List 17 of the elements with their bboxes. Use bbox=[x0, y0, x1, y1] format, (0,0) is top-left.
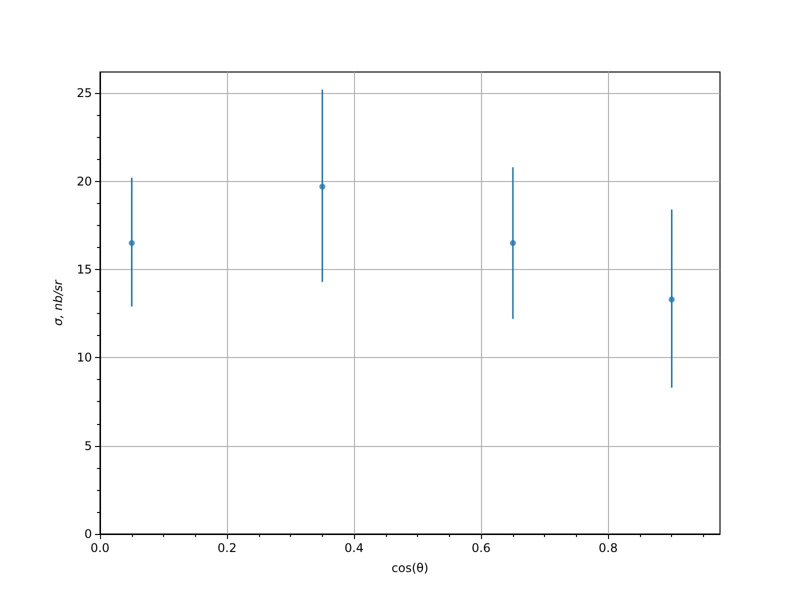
x-axis-title: cos(θ) bbox=[392, 561, 428, 575]
point bbox=[128, 240, 135, 246]
point bbox=[668, 296, 675, 302]
point bbox=[319, 184, 326, 190]
x-tick-label: 0.2 bbox=[218, 541, 237, 555]
x-tick-label: 0.4 bbox=[344, 541, 364, 555]
y-tick-label: 5 bbox=[84, 438, 92, 453]
point bbox=[510, 240, 516, 246]
y-axis-title: σ, nb/sr bbox=[51, 279, 65, 326]
y-tick-label: 25 bbox=[76, 86, 92, 100]
y-tick-label: 10 bbox=[76, 350, 92, 365]
y-tick-label: 0 bbox=[84, 527, 92, 541]
y-tick-label: 20 bbox=[76, 174, 92, 188]
x-tick-label: 0.0 bbox=[90, 541, 110, 555]
y-tick-label: 15 bbox=[76, 262, 92, 276]
x-tick-label: 0.6 bbox=[472, 541, 491, 555]
x-tick-label: 0.8 bbox=[598, 541, 618, 555]
